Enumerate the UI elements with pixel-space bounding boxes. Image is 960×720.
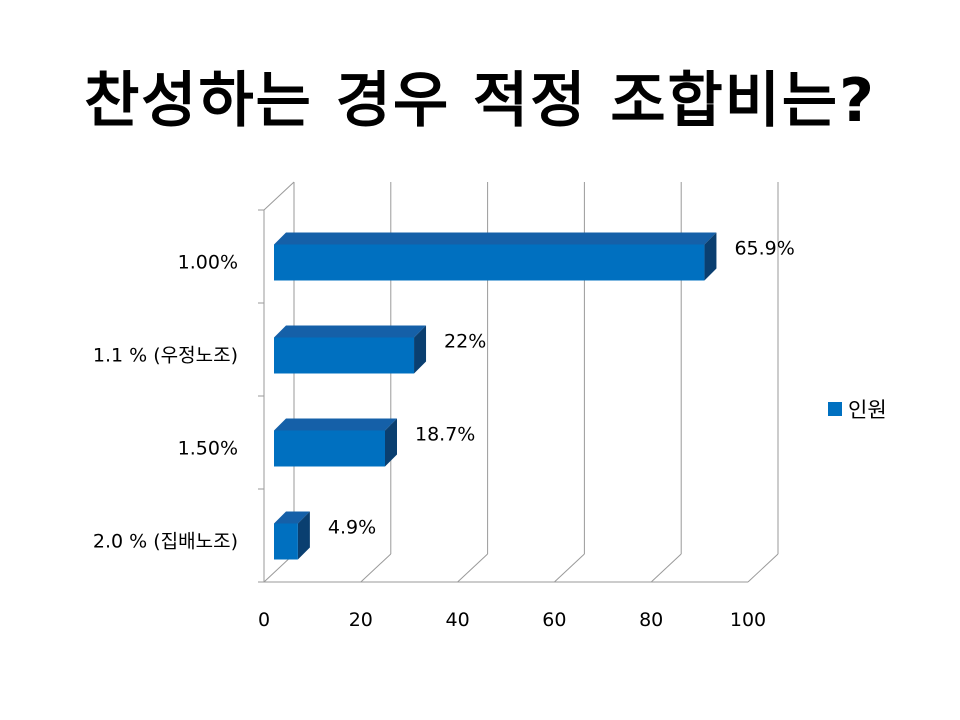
- category-label: 1.00%: [178, 252, 238, 274]
- category-label: 1.1 % (우정노조): [93, 345, 238, 367]
- bar-side: [414, 325, 427, 374]
- bar-top: [274, 232, 717, 245]
- bar-top: [274, 511, 310, 524]
- data-label: 65.9%: [734, 238, 794, 260]
- legend-label: 인원: [848, 398, 887, 422]
- category-label: 1.50%: [178, 438, 238, 460]
- bar-side: [385, 418, 397, 467]
- bar: [274, 430, 385, 467]
- gridline-floor: [554, 553, 585, 583]
- bar: [274, 244, 705, 281]
- bar-top: [274, 325, 427, 338]
- bar: [274, 523, 298, 560]
- gridline-floor: [650, 553, 682, 583]
- category-label: 2.0 % (집배노조): [93, 531, 238, 553]
- x-tick-label: 60: [542, 609, 566, 631]
- bar-top: [274, 418, 397, 431]
- bar-side: [297, 511, 310, 560]
- data-label: 22%: [444, 331, 486, 353]
- bar-side: [704, 232, 717, 281]
- gridline-floor: [457, 553, 488, 583]
- x-tick-label: 0: [258, 609, 270, 631]
- data-label: 4.9%: [328, 517, 376, 539]
- gridline-floor: [360, 553, 392, 583]
- data-label: 18.7%: [415, 424, 475, 446]
- gridline-floor: [747, 553, 779, 583]
- legend-swatch: [828, 402, 842, 416]
- x-tick-label: 20: [349, 609, 373, 631]
- x-tick-label: 80: [639, 609, 663, 631]
- wall-edge-top: [263, 181, 295, 211]
- bar: [274, 337, 415, 374]
- x-tick-label: 40: [446, 609, 470, 631]
- chart-title: 찬성하는 경우 적정 조합비는?: [84, 66, 876, 136]
- legend: 인원: [828, 394, 887, 424]
- x-tick-label: 100: [730, 609, 766, 631]
